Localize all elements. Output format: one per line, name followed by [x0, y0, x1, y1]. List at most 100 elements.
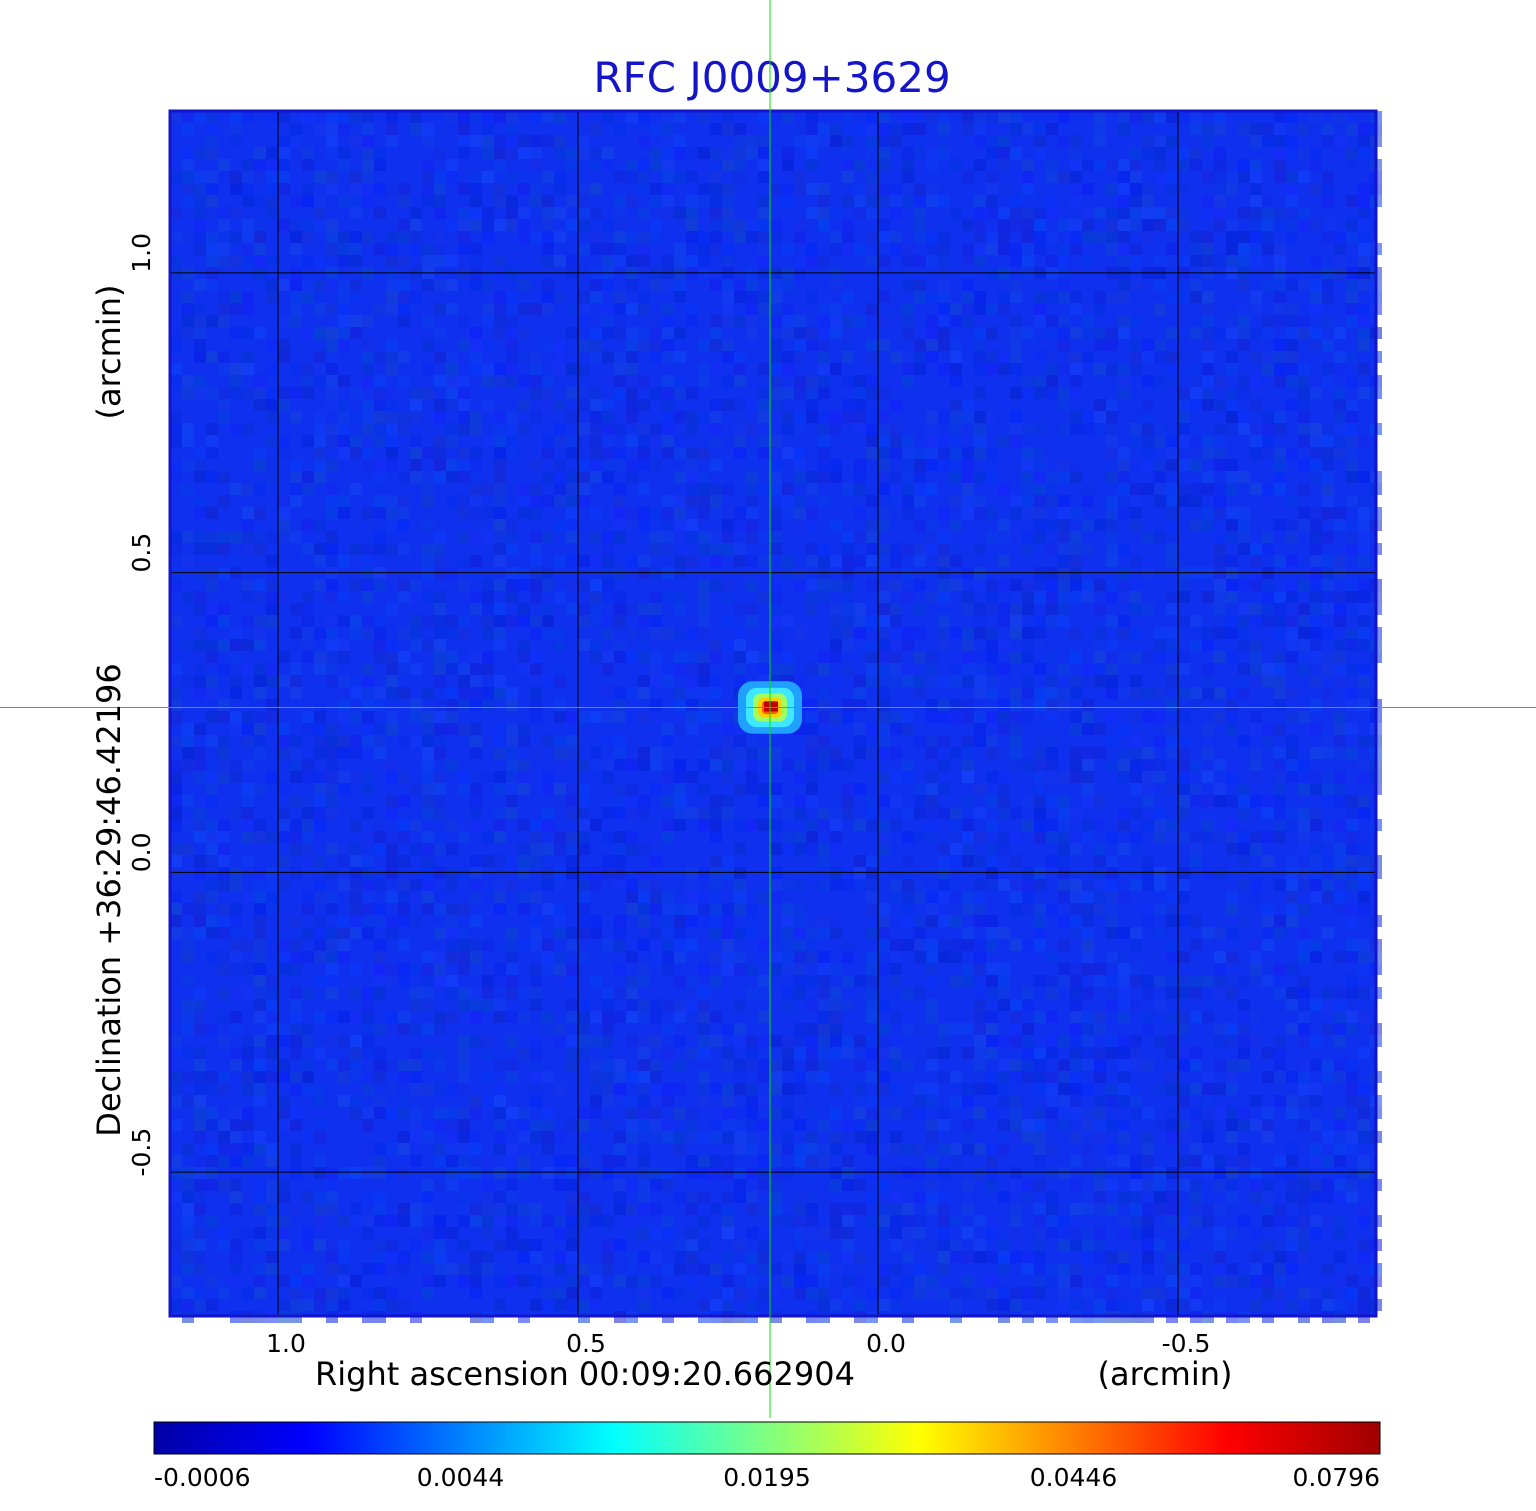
noise-cell [590, 975, 602, 987]
noise-cell [566, 159, 578, 171]
noise-cell [194, 999, 206, 1011]
noise-cell [1346, 195, 1358, 207]
noise-cell [602, 675, 614, 687]
noise-cell [710, 399, 722, 411]
noise-cell [1178, 783, 1190, 795]
noise-cell [866, 879, 878, 891]
noise-cell [638, 1119, 650, 1131]
noise-cell [266, 411, 278, 423]
noise-cell [674, 651, 686, 663]
noise-cell [578, 639, 590, 651]
noise-cell [1166, 1107, 1178, 1119]
noise-cell [794, 459, 806, 471]
noise-cell [494, 627, 506, 639]
noise-cell [374, 1107, 386, 1119]
noise-cell [734, 483, 746, 495]
noise-cell [926, 1059, 938, 1071]
noise-cell [398, 495, 410, 507]
noise-cell [674, 927, 686, 939]
noise-cell [590, 123, 602, 135]
noise-cell [938, 855, 950, 867]
noise-cell [566, 1047, 578, 1059]
noise-cell [974, 231, 986, 243]
noise-cell [434, 471, 446, 483]
noise-cell [1334, 411, 1346, 423]
noise-cell [326, 735, 338, 747]
noise-cell [1286, 591, 1298, 603]
noise-cell [518, 219, 530, 231]
noise-cell [422, 999, 434, 1011]
noise-cell [722, 699, 734, 711]
noise-cell [482, 279, 494, 291]
noise-cell [326, 507, 338, 519]
noise-cell [1142, 1107, 1154, 1119]
noise-cell [806, 555, 818, 567]
noise-cell [458, 555, 470, 567]
noise-cell [470, 663, 482, 675]
noise-cell [1358, 843, 1370, 855]
noise-cell [470, 495, 482, 507]
noise-cell [902, 675, 914, 687]
noise-cell [746, 1119, 758, 1131]
noise-cell [290, 1119, 302, 1131]
noise-cell [1058, 291, 1070, 303]
noise-cell [1082, 423, 1094, 435]
noise-cell [482, 339, 494, 351]
noise-cell [866, 519, 878, 531]
noise-cell [854, 855, 866, 867]
noise-cell [458, 1059, 470, 1071]
noise-cell [326, 303, 338, 315]
noise-cell [770, 387, 782, 399]
noise-cell [854, 699, 866, 711]
noise-cell [434, 639, 446, 651]
noise-cell [1010, 411, 1022, 423]
noise-cell [626, 363, 638, 375]
noise-cell [602, 315, 614, 327]
noise-cell [1070, 291, 1082, 303]
noise-cell [458, 387, 470, 399]
noise-cell [638, 171, 650, 183]
noise-cell [1334, 771, 1346, 783]
noise-cell [1334, 387, 1346, 399]
noise-cell [782, 879, 794, 891]
noise-cell [674, 771, 686, 783]
noise-cell [1322, 699, 1334, 711]
noise-cell [662, 207, 674, 219]
noise-cell [710, 675, 722, 687]
noise-cell [878, 291, 890, 303]
noise-cell [278, 963, 290, 975]
noise-cell [926, 651, 938, 663]
noise-cell [1346, 579, 1358, 591]
noise-cell [494, 219, 506, 231]
noise-cell [254, 1095, 266, 1107]
noise-cell [266, 999, 278, 1011]
noise-cell [338, 159, 350, 171]
noise-cell [1226, 651, 1238, 663]
noise-cell [1094, 795, 1106, 807]
noise-cell [878, 1083, 890, 1095]
noise-cell [986, 363, 998, 375]
noise-cell [854, 183, 866, 195]
noise-cell [362, 879, 374, 891]
noise-cell [242, 507, 254, 519]
noise-cell [254, 987, 266, 999]
noise-cell [662, 999, 674, 1011]
noise-cell [518, 783, 530, 795]
noise-cell [578, 147, 590, 159]
noise-cell [1046, 711, 1058, 723]
noise-cell [962, 531, 974, 543]
noise-cell [386, 711, 398, 723]
noise-cell [1310, 591, 1322, 603]
noise-cell [374, 735, 386, 747]
noise-cell [614, 735, 626, 747]
noise-cell [1358, 735, 1370, 747]
noise-cell [854, 243, 866, 255]
noise-cell [254, 231, 266, 243]
noise-cell [1058, 531, 1070, 543]
noise-cell [866, 639, 878, 651]
noise-cell [494, 963, 506, 975]
noise-cell [722, 375, 734, 387]
noise-cell [650, 231, 662, 243]
noise-cell [242, 543, 254, 555]
noise-cell [374, 1071, 386, 1083]
